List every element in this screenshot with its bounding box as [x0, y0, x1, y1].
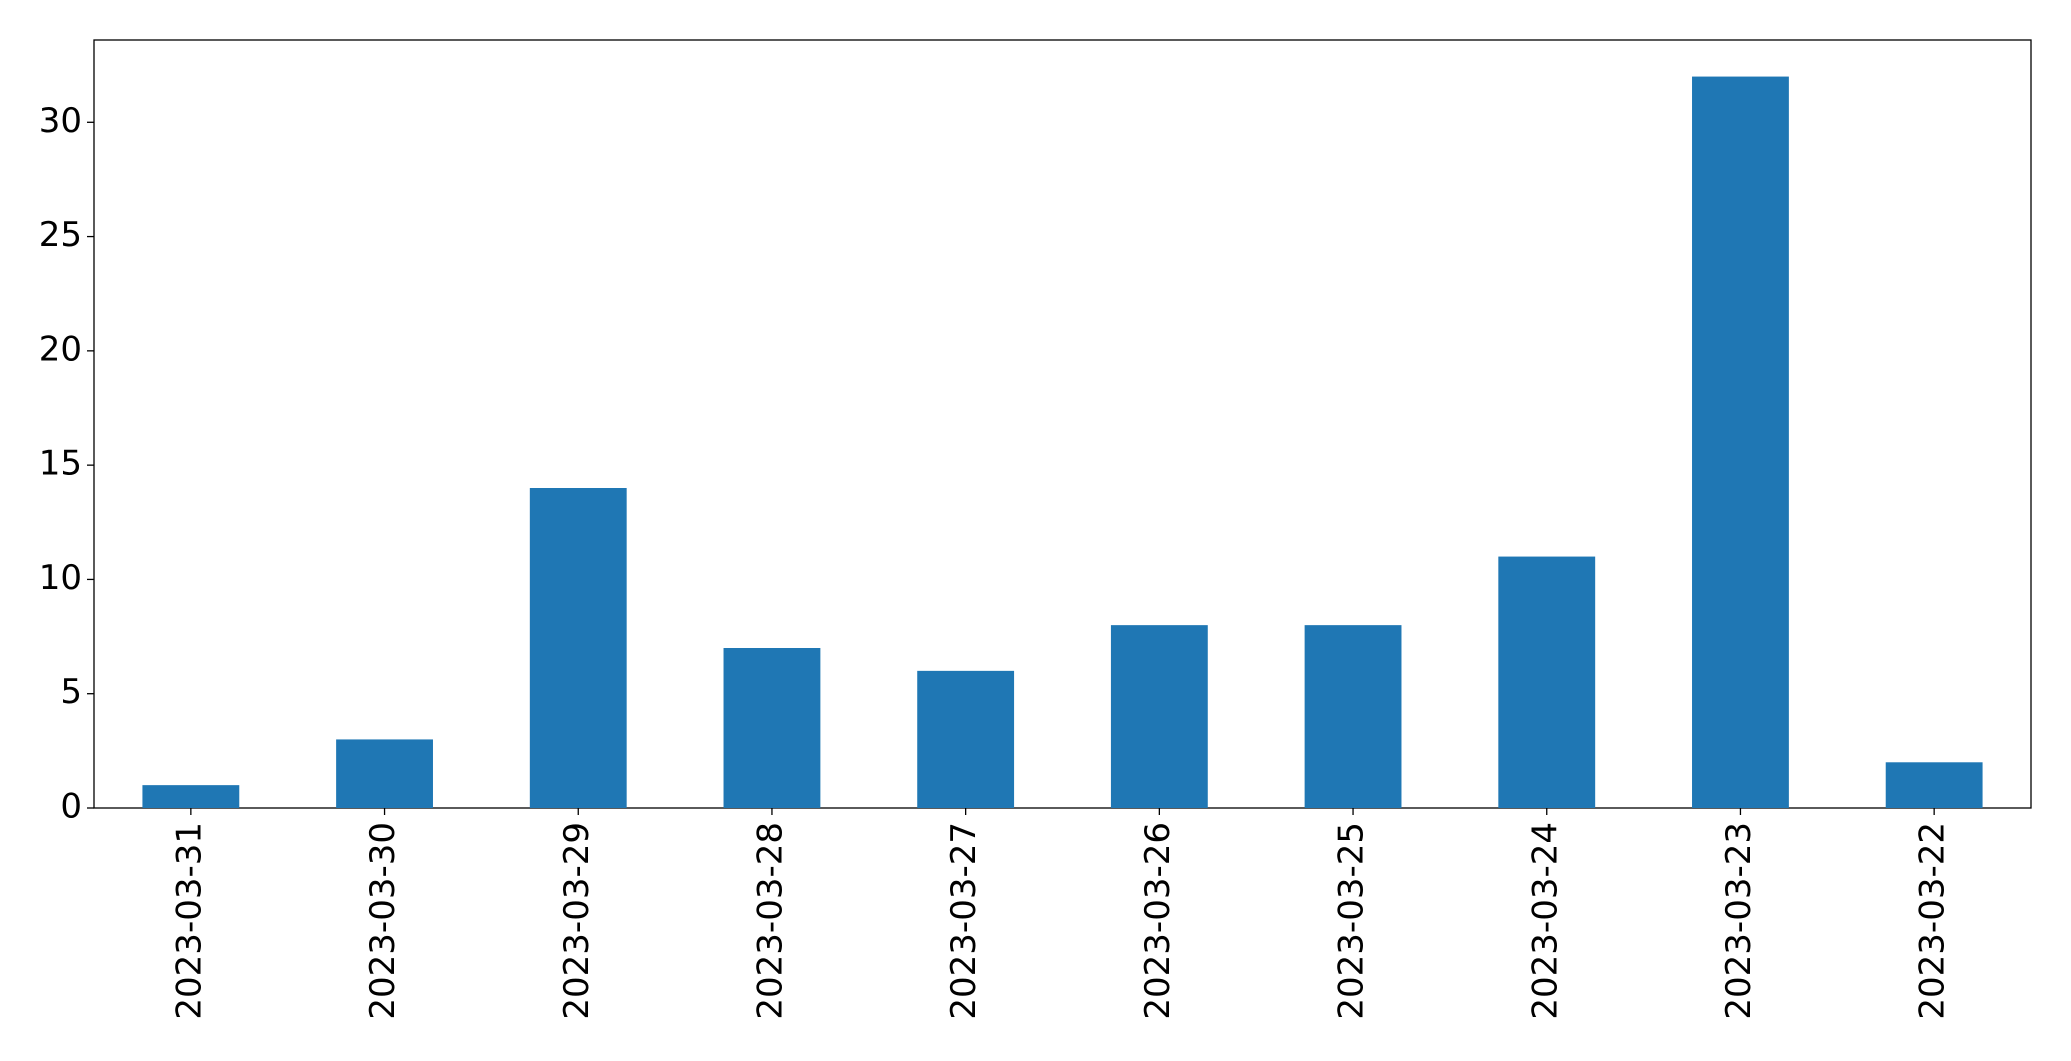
- bar: [1692, 76, 1789, 809]
- y-tick-label: 15: [39, 444, 82, 484]
- y-tick-label: 25: [39, 215, 82, 255]
- y-tick-label: 30: [39, 101, 82, 141]
- bar: [1885, 762, 1983, 808]
- x-tick-label: 2023-03-23: [1719, 822, 1759, 1020]
- bar: [1304, 625, 1402, 808]
- x-tick-label: 2023-03-28: [750, 822, 790, 1020]
- bar: [529, 488, 627, 808]
- bar: [917, 670, 1015, 808]
- y-tick-label: 0: [60, 787, 82, 827]
- x-tick-label: 2023-03-29: [557, 822, 597, 1020]
- x-tick-label: 2023-03-27: [944, 822, 984, 1020]
- x-tick-label: 2023-03-31: [169, 822, 209, 1020]
- bar: [142, 785, 240, 808]
- y-tick-label: 20: [39, 329, 82, 369]
- x-tick-label: 2023-03-22: [1913, 822, 1953, 1020]
- y-tick-label: 5: [60, 672, 82, 712]
- bar: [723, 648, 821, 808]
- x-tick-label: 2023-03-26: [1138, 822, 1178, 1020]
- axes-frame: [93, 39, 2032, 809]
- bar: [336, 739, 433, 808]
- x-tick-label: 2023-03-25: [1332, 822, 1372, 1020]
- bar: [1110, 625, 1208, 808]
- y-tick-label: 10: [39, 558, 82, 598]
- x-tick-label: 2023-03-24: [1525, 822, 1565, 1020]
- bar: [1498, 556, 1596, 808]
- x-tick-label: 2023-03-30: [363, 822, 403, 1020]
